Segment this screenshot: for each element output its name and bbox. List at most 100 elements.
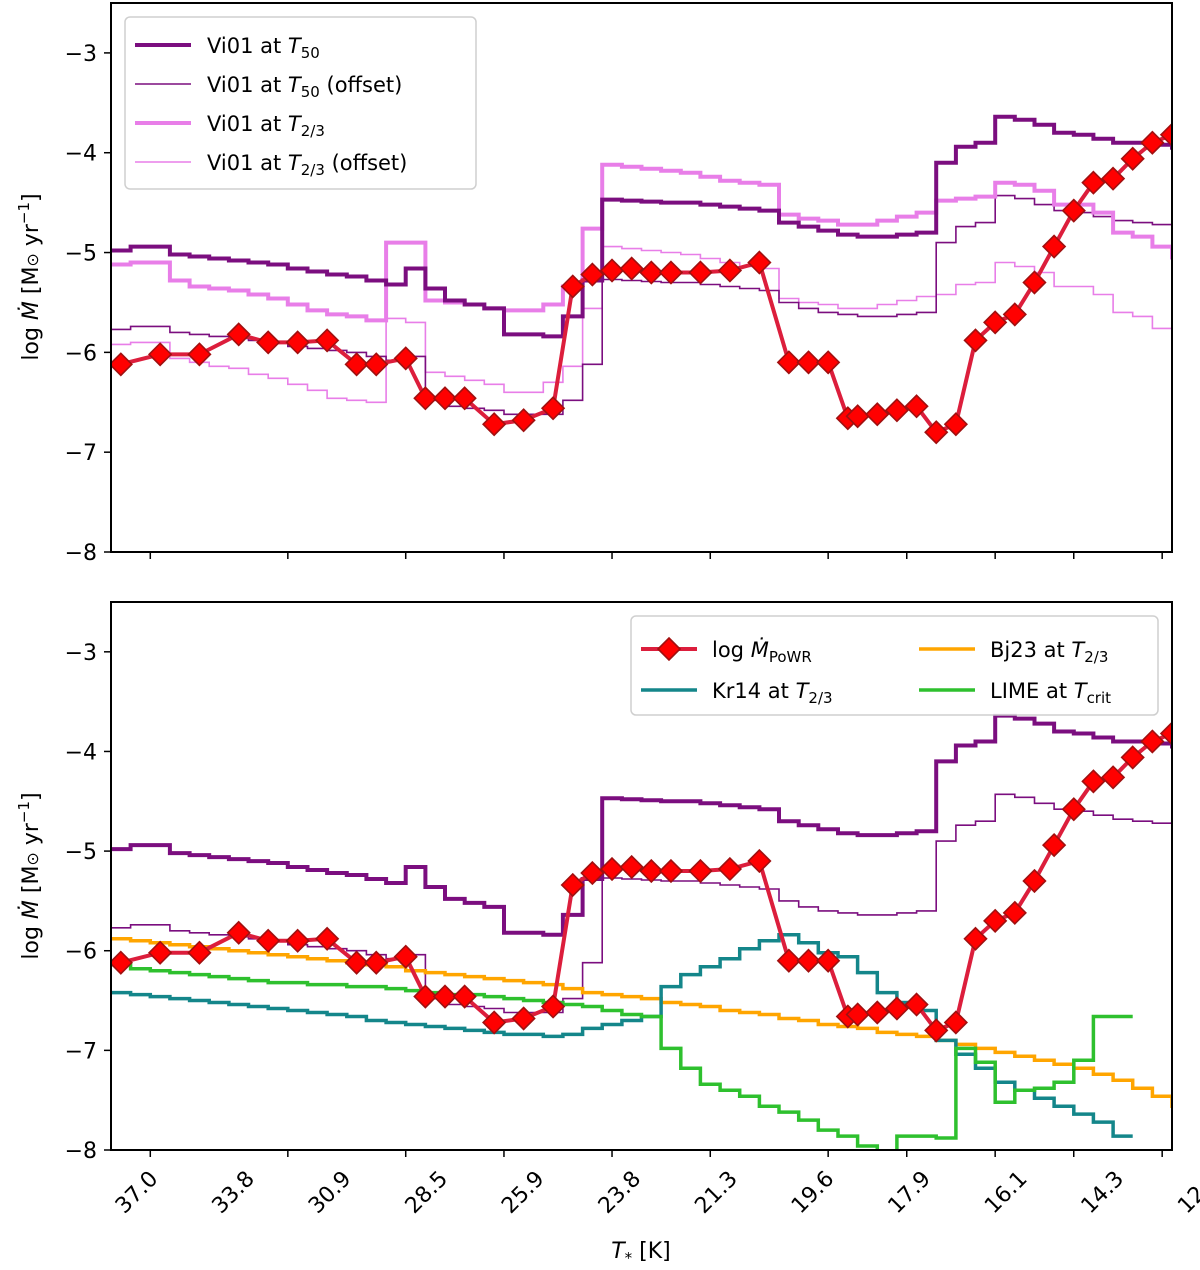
- powr-marker: [924, 420, 949, 445]
- powr-marker: [983, 908, 1008, 933]
- powr-marker: [1120, 146, 1145, 171]
- legend-label: Vi01 at T50 (offset): [207, 73, 402, 101]
- series-bj23-line: [111, 937, 1172, 1108]
- powr-marker: [904, 394, 929, 419]
- powr-marker: [511, 408, 536, 433]
- powr-marker: [1041, 832, 1067, 858]
- y-tick-label: −3: [65, 641, 97, 666]
- x-axis-label: T* [K]: [611, 1239, 671, 1267]
- powr-marker: [963, 926, 988, 951]
- powr-marker: [717, 856, 743, 882]
- powr-marker: [796, 350, 821, 375]
- legend-label: Kr14 at T2/3: [712, 679, 833, 707]
- y-tick-label: −4: [65, 740, 97, 765]
- powr-marker: [884, 398, 910, 423]
- powr-marker: [619, 256, 644, 281]
- legend-label: Bj23 at T2/3: [990, 638, 1108, 666]
- y-tick-label: −6: [65, 341, 97, 366]
- powr-marker: [285, 330, 310, 355]
- powr-marker: [816, 350, 841, 375]
- powr-marker: [1081, 769, 1106, 794]
- powr-marker: [1140, 729, 1165, 754]
- y-tick-label: −7: [65, 441, 97, 466]
- powr-marker: [845, 1002, 870, 1027]
- y-tick-label: −6: [65, 940, 97, 965]
- legend-box: [630, 615, 1159, 716]
- powr-marker: [314, 328, 340, 353]
- powr-marker: [432, 984, 458, 1009]
- powr-marker: [147, 342, 173, 367]
- x-tick-label: 23.8: [594, 1167, 646, 1219]
- powr-marker: [599, 856, 625, 882]
- powr-marker: [540, 396, 566, 421]
- powr-marker: [187, 342, 212, 367]
- x-tick-label: 30.9: [304, 1167, 356, 1219]
- y-tick-label: −4: [65, 142, 97, 167]
- top-y-axis-label: log Ṁ [M⊙ yr−1]: [15, 193, 44, 360]
- legend-label: Vi01 at T2/3 (offset): [207, 151, 407, 179]
- bottom-panel: −8 −7 −6 −5 −4 −3 37.0 33.8 30.9 28.5 25.9 23.8 21.…: [15, 601, 1200, 1267]
- powr-marker: [1022, 868, 1047, 894]
- powr-marker: [924, 1018, 949, 1043]
- powr-marker: [413, 984, 438, 1009]
- x-tick-label: 17.9: [884, 1167, 936, 1219]
- bottom-legend: log ṀPoWR Kr14 at T2/3 Bj23 at T2/3 LIME at…: [630, 615, 1159, 716]
- powr-marker: [560, 872, 585, 898]
- series-vi01_t50-line: [111, 114, 1172, 339]
- powr-marker: [816, 948, 841, 973]
- powr-marker: [344, 352, 369, 377]
- powr-marker: [639, 260, 664, 285]
- powr-marker: [1140, 130, 1165, 155]
- top-panel: −8 −7 −6 −5 −4 −3 log Ṁ [M⊙ yr−1] Vi01 at T50…: [15, 2, 1173, 566]
- powr-marker: [452, 386, 477, 411]
- series-vi01_t23_offset-line: [111, 245, 1172, 404]
- powr-marker: [540, 994, 566, 1019]
- powr-marker: [943, 412, 969, 437]
- x-tick-label: 12.5: [1173, 1167, 1200, 1219]
- powr-marker: [717, 258, 743, 283]
- series-lime-line: [111, 962, 1133, 1150]
- legend-label: Vi01 at T2/3: [207, 112, 325, 140]
- y-tick-label: −8: [65, 541, 97, 566]
- powr-marker: [884, 996, 910, 1021]
- x-tick-label: 37.0: [111, 1167, 163, 1219]
- legend-label: LIME at Tcrit: [990, 679, 1111, 707]
- powr-marker: [256, 330, 281, 355]
- y-tick-label: −3: [65, 42, 97, 67]
- powr-marker: [285, 928, 310, 953]
- powr-marker: [639, 858, 664, 884]
- powr-marker: [599, 258, 625, 283]
- powr-marker: [314, 926, 340, 951]
- powr-marker: [452, 984, 477, 1009]
- legend-label: Vi01 at T50: [207, 34, 320, 62]
- powr-marker: [845, 404, 870, 429]
- legend-marker: [656, 636, 682, 662]
- powr-marker: [1081, 170, 1106, 195]
- powr-marker: [226, 322, 251, 347]
- powr-marker: [1061, 198, 1086, 223]
- y-tick-label: −8: [65, 1139, 97, 1164]
- powr-marker: [688, 260, 713, 285]
- powr-marker: [111, 950, 133, 975]
- y-tick-label: −5: [65, 242, 97, 267]
- powr-marker: [226, 920, 251, 945]
- powr-marker: [963, 328, 988, 353]
- series-vi01_t23-line: [111, 162, 1172, 323]
- powr-marker: [1100, 166, 1126, 191]
- powr-marker: [1159, 122, 1172, 147]
- powr-marker: [983, 310, 1008, 335]
- x-tick-label: 25.9: [497, 1167, 549, 1219]
- powr-marker: [364, 352, 389, 377]
- powr-marker: [1022, 270, 1047, 295]
- powr-marker: [560, 274, 585, 299]
- powr-marker: [658, 260, 684, 285]
- powr-marker: [1041, 234, 1067, 259]
- powr-marker: [1100, 765, 1126, 790]
- powr-marker: [658, 858, 684, 884]
- powr-marker: [904, 992, 929, 1017]
- powr-marker: [865, 1000, 890, 1025]
- x-tick-label: 21.3: [690, 1167, 742, 1219]
- legend-label: log ṀPoWR: [712, 637, 812, 666]
- powr-marker: [147, 940, 173, 965]
